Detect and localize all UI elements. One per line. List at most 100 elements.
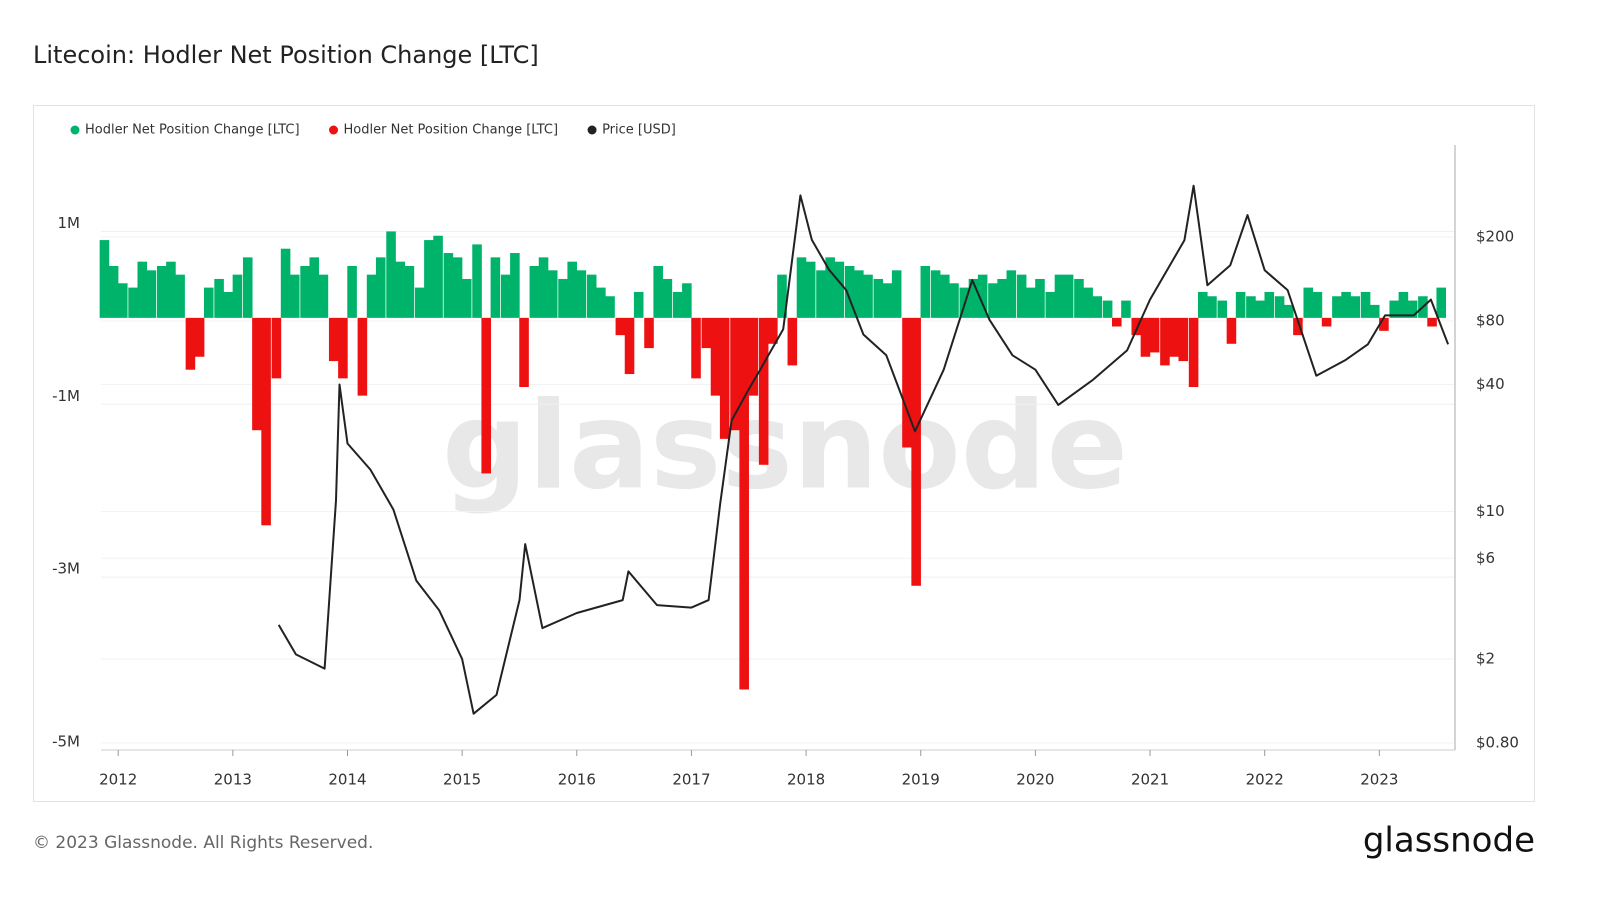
bar [748, 317, 759, 396]
bar [510, 253, 520, 318]
bar [108, 266, 119, 318]
bar [596, 287, 606, 318]
y2-tick-label: $6 [1476, 549, 1495, 567]
bar [117, 283, 128, 318]
bar [1436, 287, 1447, 318]
bar [99, 240, 110, 318]
x-tick-label: 2018 [787, 771, 825, 789]
bar [1427, 317, 1437, 327]
bar [242, 257, 253, 318]
bar [338, 317, 348, 379]
y-tick-label: -1M [52, 387, 80, 405]
bar [844, 266, 855, 318]
bar [529, 266, 540, 318]
price-line [277, 184, 1450, 715]
bar [1074, 278, 1084, 318]
legend-label: Price [USD] [602, 123, 676, 138]
x-tick-label: 2015 [443, 771, 481, 789]
bar [682, 283, 692, 318]
y2-tick-label: $200 [1476, 228, 1514, 246]
bar [452, 257, 463, 318]
bar [1303, 287, 1314, 318]
bar [834, 261, 845, 318]
bar [825, 257, 835, 318]
bar [586, 274, 597, 318]
bar [624, 317, 635, 375]
bar [289, 274, 300, 318]
bar [1197, 291, 1208, 318]
bar [1102, 300, 1113, 318]
bar [691, 317, 701, 379]
bar [940, 274, 950, 318]
bar [768, 317, 778, 344]
bar [1083, 287, 1093, 318]
bar [653, 266, 663, 318]
chart-title: Litecoin: Hodler Net Position Change [LT… [33, 41, 539, 69]
bar [854, 270, 864, 318]
bar [137, 261, 148, 318]
bar [701, 317, 712, 349]
bar [1369, 304, 1380, 318]
bar [1149, 317, 1160, 353]
bar [1121, 300, 1131, 318]
bar [1035, 278, 1045, 318]
bar [1274, 296, 1285, 318]
bar [156, 266, 167, 318]
bar [796, 257, 807, 318]
bar [1045, 291, 1056, 318]
bar [968, 278, 979, 318]
x-tick-label: 2012 [99, 771, 137, 789]
legend-marker [329, 125, 339, 135]
bar [347, 266, 357, 318]
bar [873, 278, 884, 318]
bar [739, 317, 749, 690]
bar [1226, 317, 1237, 344]
bar [1131, 317, 1142, 336]
legend-marker [587, 125, 597, 135]
bar [1092, 296, 1103, 318]
bar [232, 274, 243, 318]
bar [214, 278, 224, 318]
bar [1360, 291, 1371, 318]
bar [1398, 291, 1409, 318]
x-tick-label: 2023 [1360, 771, 1398, 789]
bar [1389, 300, 1400, 318]
bar [1016, 274, 1027, 318]
bar [605, 296, 615, 318]
bar [1332, 296, 1342, 318]
bar [395, 261, 406, 318]
bar [433, 235, 443, 318]
y-tick-label: -3M [52, 560, 80, 578]
bar [424, 240, 434, 318]
bar [175, 274, 185, 318]
bar [777, 274, 787, 318]
bar [271, 317, 282, 379]
bar [891, 270, 902, 318]
logo: glassnode [1363, 821, 1535, 861]
y-tick-label: -5M [52, 733, 80, 751]
bar [710, 317, 721, 396]
bar [203, 287, 214, 318]
bar [481, 317, 492, 474]
x-tick-label: 2016 [558, 771, 596, 789]
bar [309, 257, 320, 318]
bar [1112, 317, 1122, 327]
bar [1160, 317, 1170, 366]
x-tick-label: 2014 [328, 771, 366, 789]
bar [375, 257, 386, 318]
y2-tick-label: $0.80 [1476, 733, 1519, 751]
y2-tick-label: $10 [1476, 502, 1505, 520]
bar [318, 274, 329, 318]
bar [920, 266, 931, 318]
y2-tick-label: $40 [1476, 375, 1505, 393]
bar [443, 253, 454, 318]
bar [1246, 296, 1256, 318]
bar [567, 261, 577, 318]
bar [882, 283, 893, 318]
bar [902, 317, 912, 448]
bar [805, 261, 816, 318]
x-tick-label: 2013 [214, 771, 252, 789]
legend-marker [70, 125, 80, 135]
bar [997, 278, 1007, 318]
bar [328, 317, 339, 362]
